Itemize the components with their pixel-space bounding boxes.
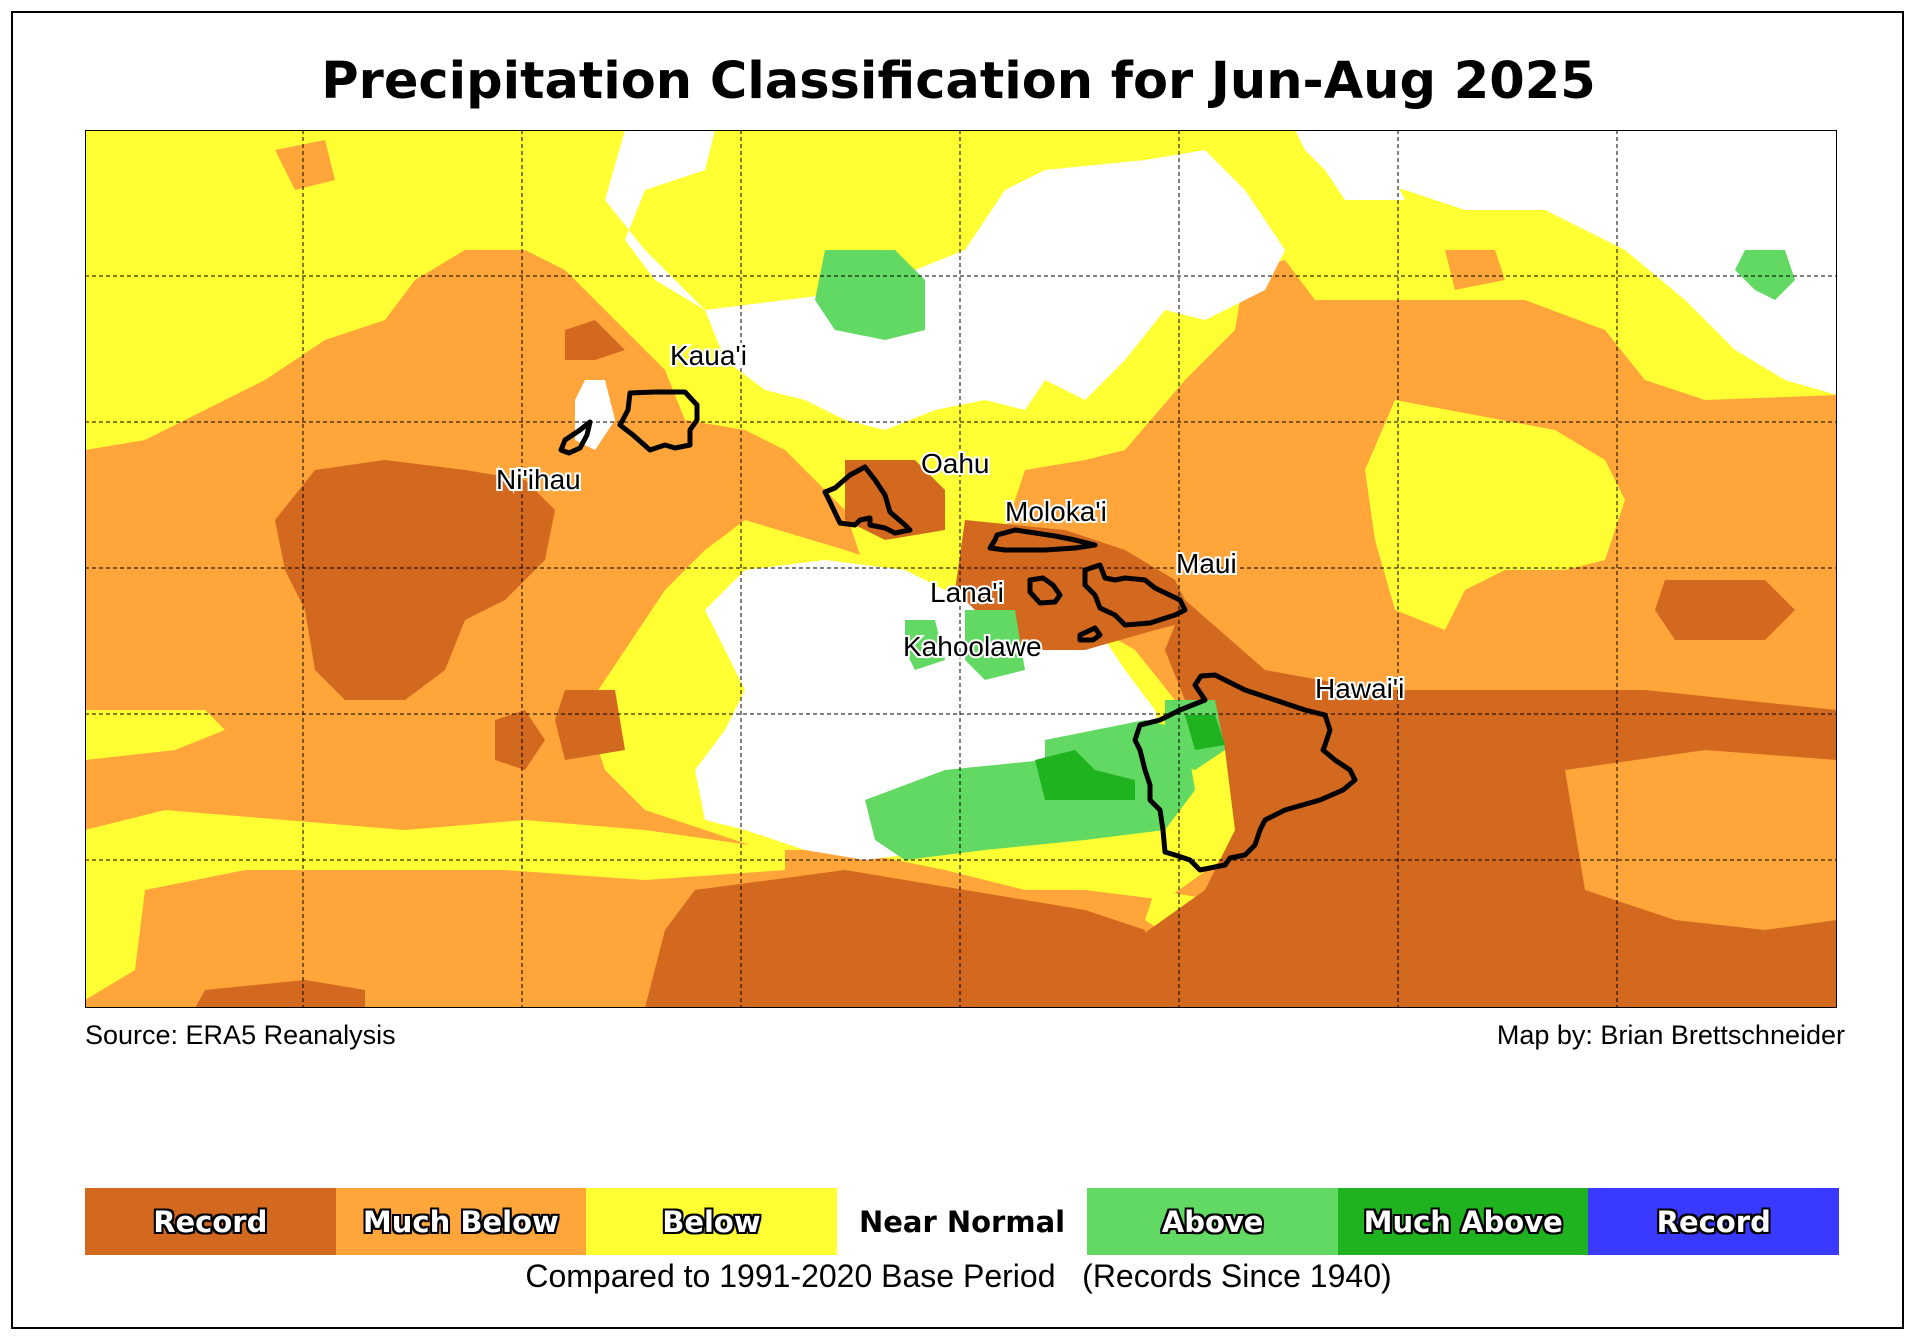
source-note: Source: ERA5 Reanalysis [85,1020,396,1050]
precipitation-map: Kaua'i Ni'ihau Oahu Moloka'i Maui Lana'i… [85,130,1837,1008]
legend-much-above: Much Above [1337,1188,1589,1255]
region-much-below-ne-spot [1445,250,1505,290]
region-record-nw-spot [565,320,625,360]
region-record-northeast [1655,580,1795,640]
island-outline-oahu [822,464,913,536]
island-outline-hawaii [1132,672,1358,873]
island-outline-molokai [987,527,1098,553]
classification-legend: Record Much Below Below Near Normal Abov… [85,1188,1840,1255]
region-above-kahoolawe-a [905,620,945,670]
region-above-north [815,250,925,340]
region-record-far-sw [195,980,365,1008]
region-much-above-a [1035,750,1135,800]
island-outline-lanai [1027,575,1063,606]
island-label-niihau: Ni'ihau [496,464,581,495]
region-near-normal-ni-ihau [575,380,615,450]
island-label-oahu: Oahu [921,448,990,479]
credit-note: Map by: Brian Brettschneider [1496,1020,1845,1050]
region-below-northeast [1365,400,1625,630]
legend-much-below: Much Below [335,1188,587,1255]
legend-near-normal: Near Normal [836,1188,1088,1255]
island-outline-niihau [558,419,593,456]
region-much-below-nw-spot [275,140,335,190]
island-label-kahoolawe: Kahoolawe [903,631,1042,662]
legend-below: Below [586,1188,837,1255]
region-below-west-band [85,710,225,760]
figure-frame [11,11,1904,1329]
region-record-south [645,870,1145,1008]
map-title: Precipitation Classification for Jun-Aug… [321,52,1596,111]
region-record-west [275,460,555,700]
region-below-southwest [85,890,145,1000]
island-label-molokai: Moloka'i [1005,496,1107,527]
island-outline-maui [1082,562,1188,628]
map-grid [85,130,1837,1008]
region-near-normal-north [605,130,1285,430]
legend-record-dry: Record [85,1188,336,1255]
island-label-maui: Maui [1176,548,1237,579]
island-label-hawaii: Hawai'i [1315,673,1404,704]
legend-caption: Compared to 1991-2020 Base Period (Recor… [525,1258,1392,1294]
island-label-lanai: Lana'i [930,577,1004,608]
region-near-normal-ne-spot [1325,160,1405,200]
region-record-west-spot-b [495,710,545,770]
island-label-kauai: Kaua'i [670,340,747,371]
legend-above: Above [1087,1188,1338,1255]
region-below-south-band [85,810,785,900]
region-above-south [865,720,1195,860]
region-above-kahoolawe-b [965,610,1025,680]
island-outline-kauai [617,389,700,453]
region-much-below-east [1565,750,1837,930]
island-outline-kahoolawe [1077,625,1103,643]
map-border [85,130,1837,1008]
legend-record-wet: Record [1588,1188,1840,1255]
region-record-west-spot-a [555,690,625,760]
region-much-above-b [1185,715,1225,750]
region-above-northeast [1735,250,1795,300]
region-near-normal-northeast [1295,130,1837,395]
